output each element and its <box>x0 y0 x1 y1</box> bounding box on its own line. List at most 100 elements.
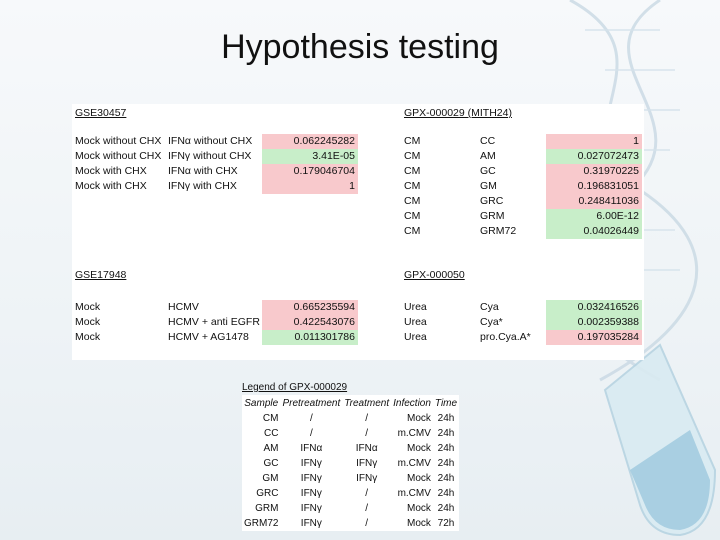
table-row: GRC IFNγ / m.CMV 24h <box>242 486 459 501</box>
legend-cell: 72h <box>437 518 455 529</box>
page-title: Hypothesis testing <box>221 28 499 66</box>
gse17948-row3-control: Mock <box>75 331 101 343</box>
results-sheet: GSE30457 Mock without CHX IFNα without C… <box>72 104 644 360</box>
legend-cell: m.CMV <box>397 488 431 499</box>
legend-cell: 24h <box>437 458 455 469</box>
gpx29-row1-condition: CC <box>480 135 496 147</box>
legend-cell: IFNγ <box>300 458 322 469</box>
legend-cell: AM <box>263 443 279 454</box>
test-tube-decoration <box>603 343 717 537</box>
legend-cell: GRM72 <box>244 518 279 529</box>
gse30457-row4-pvalue: 1 <box>262 179 358 194</box>
gse30457-row3-condition: IFNα with CHX <box>168 165 238 177</box>
gpx29-row6-control: CM <box>404 210 421 222</box>
gpx50-row1-pvalue: 0.032416526 <box>546 300 642 315</box>
gse30457-row2-control: Mock without CHX <box>75 150 162 162</box>
legend-title: Legend of GPX-000029 <box>242 382 348 393</box>
table-row: GRM IFNγ / Mock 24h <box>242 501 459 516</box>
gse17948-row2-condition: HCMV + anti EGFR <box>168 316 260 328</box>
legend-cell: Mock <box>407 503 431 514</box>
gpx29-row5-control: CM <box>404 195 421 207</box>
gpx29-row3-condition: GC <box>480 165 496 177</box>
legend-header-row: Sample Pretreatment Treatment Infection … <box>242 395 459 411</box>
gpx29-row5-pvalue: 0.248411036 <box>546 194 642 209</box>
legend-header-time: Time <box>434 397 458 409</box>
legend-cell: 24h <box>437 413 455 424</box>
gse17948-row1-pvalue: 0.665235594 <box>262 300 358 315</box>
legend-cell: IFNα <box>300 443 323 454</box>
gpx29-row4-control: CM <box>404 180 421 192</box>
legend-cell: / <box>365 488 369 499</box>
gpx50-row1-control: Urea <box>404 301 427 313</box>
legend-cell: GC <box>263 458 279 469</box>
gpx29-row4-condition: GM <box>480 180 497 192</box>
legend-cell: IFNγ <box>300 473 322 484</box>
legend-cell: Mock <box>407 473 431 484</box>
gse17948-row1-condition: HCMV <box>168 301 199 313</box>
legend-cell: GM <box>262 473 279 484</box>
gse30457-row1-pvalue: 0.062245282 <box>262 134 358 149</box>
gpx29-row3-pvalue: 0.31970225 <box>546 164 642 179</box>
gpx29-row5-condition: GRC <box>480 195 504 207</box>
gse30457-row1-condition: IFNα without CHX <box>168 135 253 147</box>
legend-cell: / <box>365 518 369 529</box>
gse30457-row3-control: Mock with CHX <box>75 165 147 177</box>
gpx29-row1-control: CM <box>404 135 421 147</box>
gse30457-label: GSE30457 <box>75 107 127 119</box>
legend-cell: 24h <box>437 488 455 499</box>
gpx50-row3-condition: pro.Cya.A* <box>480 331 531 343</box>
gpx29-row7-condition: GRM72 <box>480 225 517 237</box>
legend-cell: CC <box>264 428 279 439</box>
gse17948-row3-condition: HCMV + AG1478 <box>168 331 249 343</box>
gpx29-row3-control: CM <box>404 165 421 177</box>
gpx50-label: GPX-000050 <box>404 269 465 281</box>
table-row: GRM72 IFNγ / Mock 72h <box>242 516 459 531</box>
gse30457-row4-condition: IFNγ with CHX <box>168 180 237 192</box>
legend-cell: 24h <box>437 443 455 454</box>
gse17948-row2-control: Mock <box>75 316 101 328</box>
table-row: CM / / Mock 24h <box>242 411 459 426</box>
gse17948-label: GSE17948 <box>75 269 127 281</box>
legend-cell: IFNγ <box>300 488 322 499</box>
legend-cell: CM <box>262 413 279 424</box>
legend-cell: GRM <box>255 503 279 514</box>
gpx29-row2-condition: AM <box>480 150 496 162</box>
legend-header-pretreatment: Pretreatment <box>282 397 341 409</box>
table-row: AM IFNα IFNα Mock 24h <box>242 441 459 456</box>
legend-header-sample: Sample <box>244 397 279 409</box>
gse17948-row2-pvalue: 0.422543076 <box>262 315 358 330</box>
gpx29-label: GPX-000029 (MITH24) <box>404 107 512 119</box>
gse30457-row3-pvalue: 0.179046704 <box>262 164 358 179</box>
gpx29-row6-condition: GRM <box>480 210 505 222</box>
legend-cell: m.CMV <box>397 458 431 469</box>
legend-cell: Mock <box>407 413 431 424</box>
gpx29-row7-pvalue: 0.04026449 <box>546 224 642 239</box>
gpx50-row3-pvalue: 0.197035284 <box>546 330 642 345</box>
legend-cell: IFNγ <box>356 473 378 484</box>
legend-cell: / <box>309 428 313 439</box>
legend-cell: IFNγ <box>300 518 322 529</box>
legend-cell: / <box>365 503 369 514</box>
gse30457-row4-control: Mock with CHX <box>75 180 147 192</box>
gpx29-row4-pvalue: 0.196831051 <box>546 179 642 194</box>
gpx50-row2-condition: Cya* <box>480 316 503 328</box>
gpx50-row2-control: Urea <box>404 316 427 328</box>
gpx29-row2-pvalue: 0.027072473 <box>546 149 642 164</box>
gpx29-row1-pvalue: 1 <box>546 134 642 149</box>
gpx29-row2-control: CM <box>404 150 421 162</box>
legend-cell: GRC <box>256 488 279 499</box>
legend-cell: / <box>309 413 313 424</box>
legend-cell: IFNγ <box>300 503 322 514</box>
legend-cell: Mock <box>407 518 431 529</box>
gpx50-row3-control: Urea <box>404 331 427 343</box>
gpx29-row7-control: CM <box>404 225 421 237</box>
legend-cell: m.CMV <box>397 428 431 439</box>
gse17948-row1-control: Mock <box>75 301 101 313</box>
table-row: GM IFNγ IFNγ Mock 24h <box>242 471 459 486</box>
table-row: GC IFNγ IFNγ m.CMV 24h <box>242 456 459 471</box>
gse30457-row2-pvalue: 3.41E-05 <box>262 149 358 164</box>
legend-cell: 24h <box>437 428 455 439</box>
gse30457-row1-control: Mock without CHX <box>75 135 162 147</box>
legend-cell: IFNα <box>355 443 378 454</box>
gse30457-row2-condition: IFNγ without CHX <box>168 150 252 162</box>
